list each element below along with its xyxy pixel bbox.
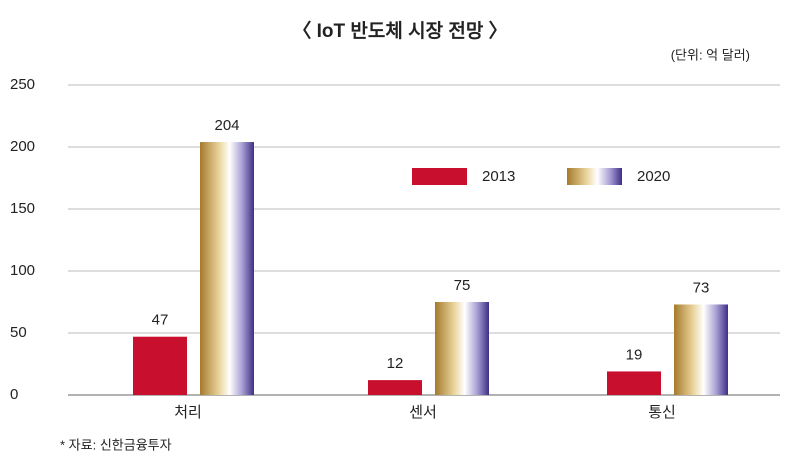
- value-label: 204: [214, 117, 239, 134]
- bar: [133, 336, 187, 395]
- value-label: 47: [152, 312, 169, 329]
- unit-label: (단위: 억 달러): [671, 47, 750, 62]
- bar: [368, 380, 422, 395]
- chart-title: 〈 IoT 반도체 시장 전망 〉: [292, 19, 507, 42]
- bar: [674, 304, 728, 395]
- legend-swatch: [567, 168, 622, 185]
- x-tick-label: 센서: [409, 404, 437, 421]
- bar: [200, 142, 254, 395]
- x-tick-label: 통신: [648, 404, 676, 421]
- y-tick-label: 100: [10, 262, 35, 279]
- y-tick-label: 150: [10, 200, 35, 217]
- y-tick-label: 50: [10, 324, 27, 341]
- legend-label: 2020: [637, 168, 670, 185]
- source-note: * 자료: 신한금융투자: [60, 437, 172, 452]
- y-tick-label: 250: [10, 76, 35, 93]
- y-tick-label: 0: [10, 386, 18, 403]
- value-label: 12: [387, 355, 404, 372]
- y-tick-label: 200: [10, 138, 35, 155]
- value-label: 19: [626, 346, 643, 363]
- legend-label: 2013: [482, 168, 515, 185]
- bar: [607, 371, 661, 395]
- value-label: 73: [693, 279, 710, 296]
- legend-swatch: [412, 168, 467, 185]
- x-tick-label: 처리: [174, 404, 202, 421]
- bar: [435, 302, 489, 395]
- value-label: 75: [454, 277, 471, 294]
